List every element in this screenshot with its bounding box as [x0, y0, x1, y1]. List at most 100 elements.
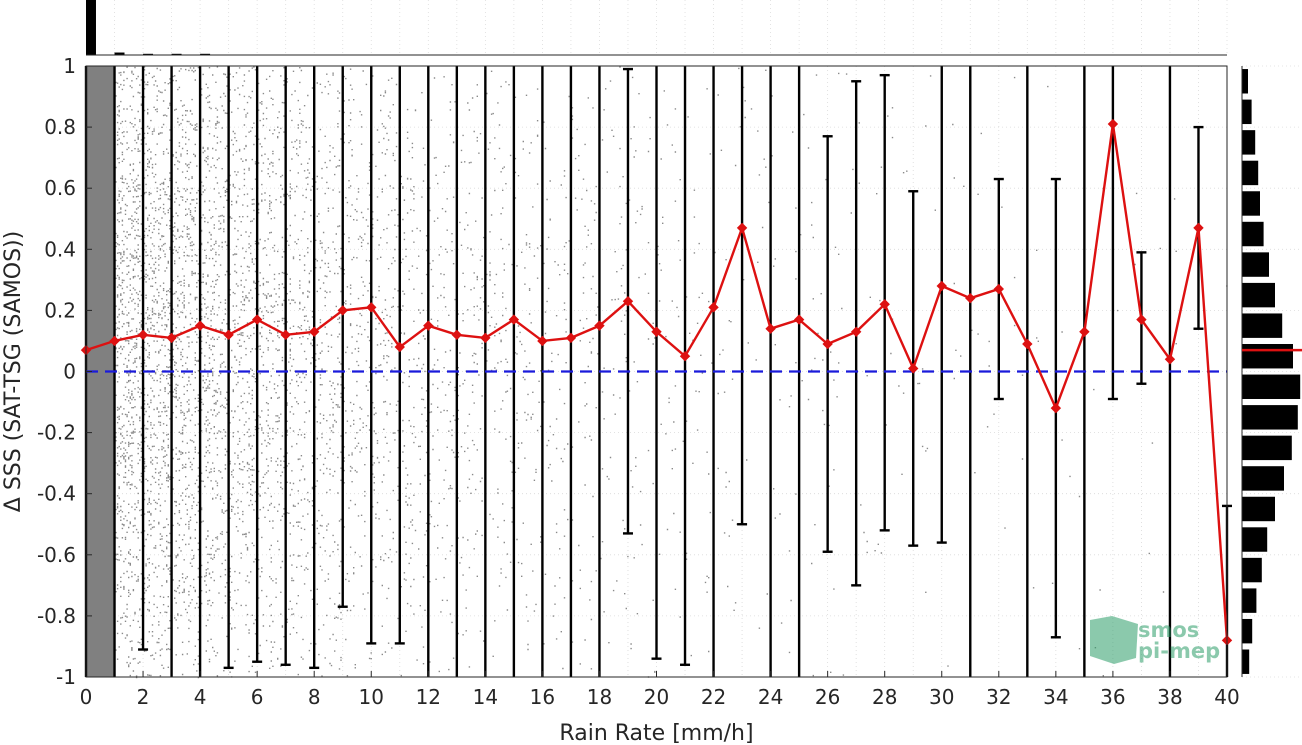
mean-marker — [280, 329, 291, 341]
y-tick-label: 1 — [63, 54, 76, 78]
mean-marker — [936, 280, 947, 292]
side-histogram-bar — [1242, 435, 1292, 461]
y-tick-label: 0.6 — [44, 176, 76, 200]
mean-marker — [480, 332, 491, 344]
x-tick-label: 30 — [929, 685, 954, 709]
mean-marker — [223, 329, 234, 341]
x-tick-label: 32 — [986, 685, 1011, 709]
mean-marker — [908, 363, 919, 374]
x-tick-label: 12 — [416, 685, 441, 709]
mean-marker — [1107, 118, 1119, 130]
mean-marker — [679, 351, 691, 362]
main-plot: smos pi-mep 0 2 4 6 8 10 12 14 16 18 20 22 24 26 28 30 3… — [1, 54, 1240, 745]
side-histogram-bar — [1242, 282, 1275, 308]
side-histogram-bar — [1242, 344, 1293, 369]
mean-marker — [879, 299, 890, 310]
y-tick-label: -0.4 — [37, 482, 76, 506]
side-histogram-bar — [1242, 130, 1256, 155]
mean-marker — [394, 341, 405, 353]
y-axis-label: Δ SSS (SAT-TSG (SAMOS)) — [1, 231, 26, 512]
mean-marker — [308, 326, 320, 337]
mean-marker — [166, 332, 177, 344]
x-tick-label: 2 — [137, 685, 150, 709]
mean-marker — [565, 332, 577, 344]
x-tick-label: 40 — [1214, 685, 1239, 709]
x-tick-label: 28 — [872, 685, 897, 709]
top-histogram — [86, 0, 1228, 56]
mean-marker — [822, 338, 833, 350]
mean-series-markers — [80, 118, 1233, 646]
mean-marker — [137, 329, 149, 341]
mean-marker — [651, 326, 662, 337]
x-tick-label: 38 — [1157, 685, 1182, 709]
x-tick-label: 10 — [359, 685, 384, 709]
side-histogram-bar — [1242, 252, 1269, 277]
mean-marker — [965, 292, 976, 304]
side-histogram-bar — [1242, 527, 1268, 552]
mean-marker — [194, 320, 206, 331]
mean-marker — [337, 305, 348, 316]
mean-marker — [366, 302, 377, 313]
mean-marker — [1136, 314, 1147, 325]
side-histogram-bar — [1242, 649, 1250, 674]
x-tick-label: 24 — [758, 685, 783, 709]
side-histogram-bar — [1242, 69, 1248, 94]
x-tick-label: 26 — [815, 685, 840, 709]
side-histogram-bar — [1242, 496, 1275, 522]
mean-marker — [451, 329, 463, 341]
y-tick-label: 0 — [63, 360, 76, 384]
mean-marker — [1079, 326, 1090, 337]
y-tick-label: -0.8 — [37, 604, 76, 628]
x-tick-label: 36 — [1100, 685, 1125, 709]
x-tick-label: 14 — [473, 685, 498, 709]
x-tick-label: 22 — [701, 685, 726, 709]
side-histogram-bar — [1242, 99, 1252, 125]
y-tick-label: -0.6 — [37, 543, 76, 567]
side-histogram — [1241, 65, 1302, 678]
mean-marker — [594, 320, 605, 331]
mean-marker — [622, 296, 634, 307]
mean-marker — [1193, 222, 1204, 234]
side-histogram-bar — [1242, 191, 1260, 216]
y-tick-label: 0.4 — [44, 237, 76, 261]
mean-marker — [423, 320, 434, 331]
mean-marker — [765, 323, 776, 334]
top-histogram-bar — [114, 52, 125, 55]
mean-marker — [793, 314, 805, 325]
mean-marker — [993, 283, 1005, 295]
top-histogram-bar — [143, 53, 154, 55]
side-histogram-bar — [1242, 588, 1257, 613]
logo-text-line2: pi-mep — [1138, 639, 1220, 663]
mean-marker — [736, 222, 748, 234]
mean-marker — [708, 302, 719, 313]
mean-marker — [537, 335, 548, 347]
x-tick-label: 34 — [1043, 685, 1068, 709]
side-histogram-bar — [1242, 313, 1283, 338]
side-histogram-bar — [1242, 374, 1301, 399]
y-tick-label: 0.8 — [44, 115, 76, 139]
mean-marker — [508, 314, 520, 325]
x-tick-label: 8 — [308, 685, 321, 709]
x-tick-label: 6 — [251, 685, 264, 709]
x-tick-label: 20 — [644, 685, 669, 709]
x-axis-label: Rain Rate [mm/h] — [559, 721, 753, 745]
x-tick-label: 16 — [530, 685, 555, 709]
mean-marker — [1164, 354, 1176, 365]
top-histogram-bar — [171, 53, 182, 55]
mean-marker — [1022, 338, 1033, 350]
top-histogram-bar — [86, 0, 96, 55]
y-axis-ticks: -1 -0.8 -0.6 -0.4 -0.2 0 0.2 0.4 0.6 0.8 1 — [37, 54, 92, 689]
side-histogram-bar — [1242, 405, 1298, 430]
smos-pi-mep-logo: smos pi-mep — [1090, 616, 1220, 664]
x-tick-label: 0 — [80, 685, 93, 709]
y-tick-label: -0.2 — [37, 421, 76, 445]
side-histogram-bar — [1242, 466, 1284, 491]
mean-marker — [1050, 402, 1062, 414]
side-histogram-bar — [1242, 618, 1253, 644]
y-tick-label: 0.2 — [44, 298, 76, 322]
mean-marker — [850, 326, 862, 337]
side-histogram-bar — [1242, 160, 1259, 186]
logo-icon — [1090, 616, 1138, 664]
mean-marker — [251, 314, 263, 325]
